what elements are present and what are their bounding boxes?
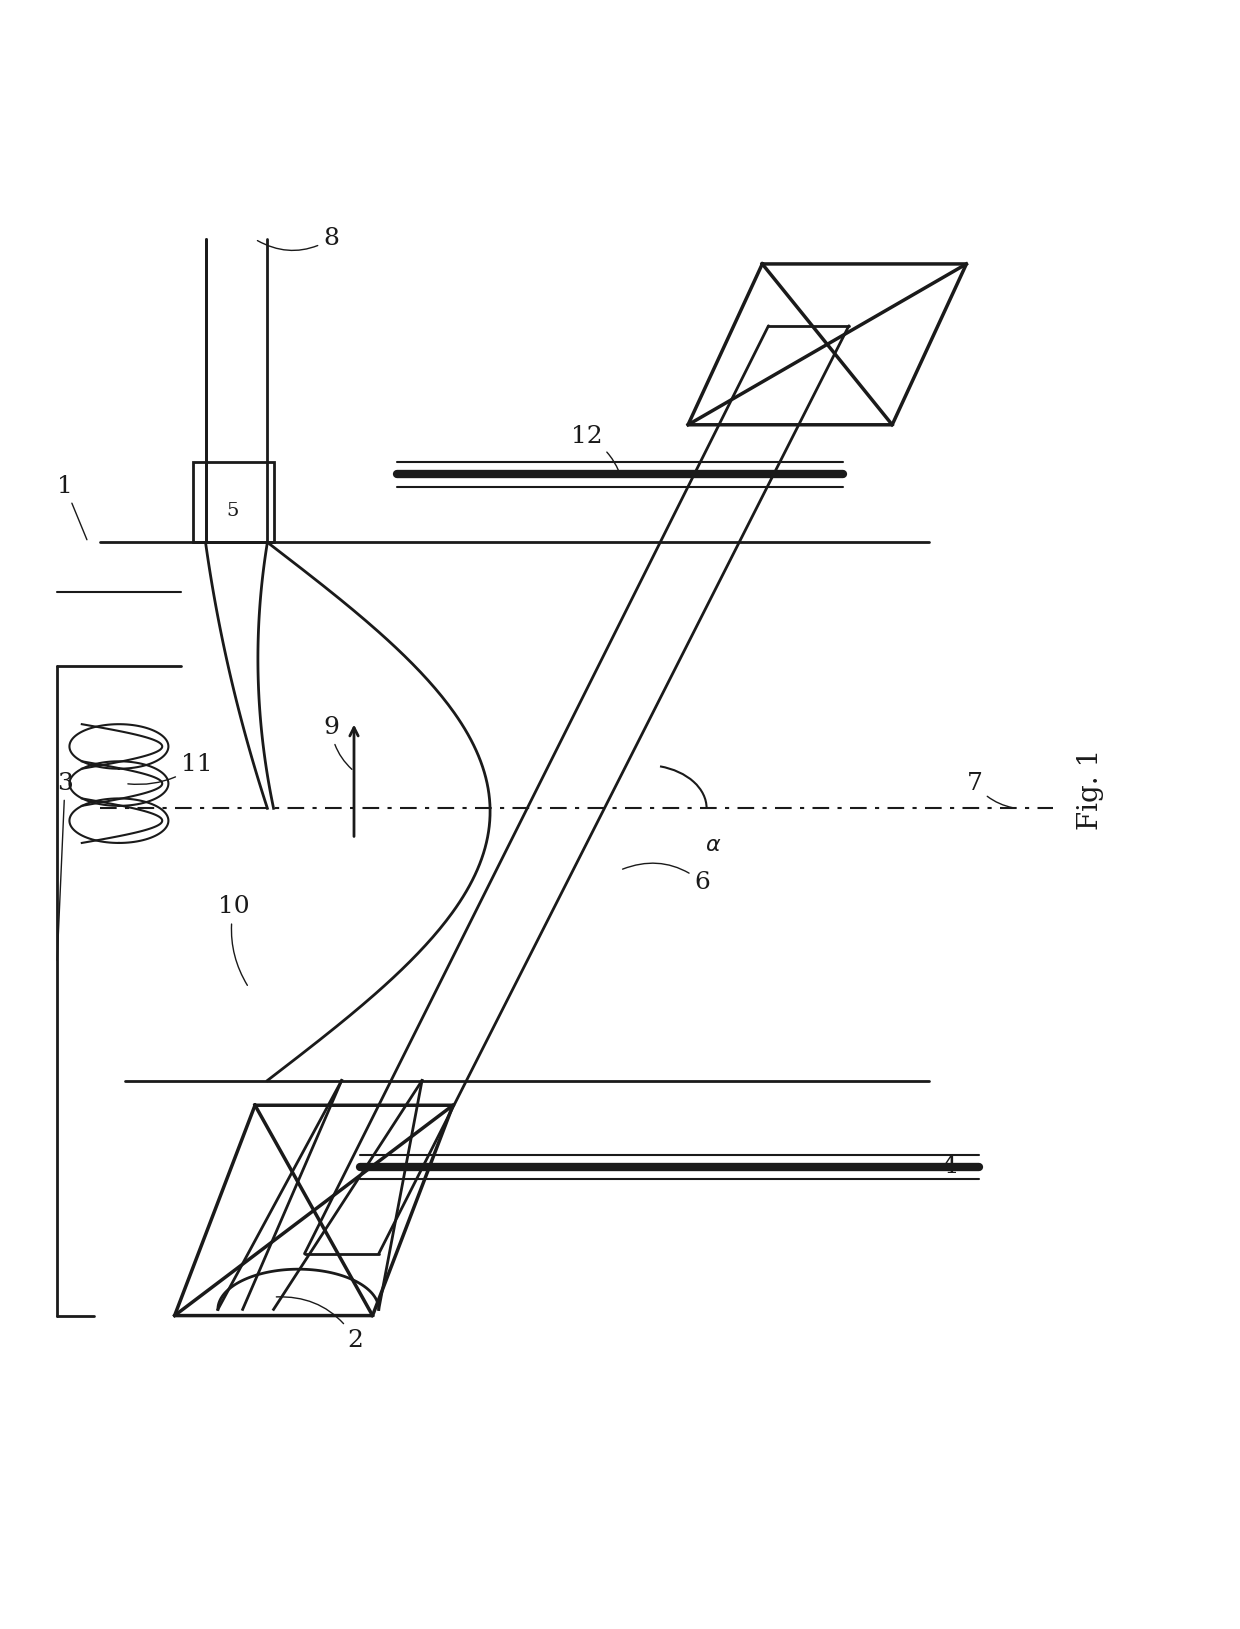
Text: 8: 8 — [258, 228, 339, 251]
Text: 10: 10 — [218, 896, 249, 986]
Text: 12: 12 — [570, 425, 619, 472]
Text: 1: 1 — [57, 474, 87, 539]
Text: $\alpha$: $\alpha$ — [704, 834, 720, 857]
Text: 11: 11 — [128, 753, 212, 785]
Bar — [193, 463, 274, 542]
Text: 7: 7 — [966, 772, 1013, 808]
Text: 3: 3 — [57, 772, 73, 959]
Text: 4: 4 — [895, 1155, 957, 1178]
Text: 6: 6 — [622, 863, 711, 894]
Text: 9: 9 — [324, 717, 352, 769]
Text: 2: 2 — [277, 1297, 363, 1352]
Text: 5: 5 — [227, 502, 239, 520]
Text: Fig. 1: Fig. 1 — [1076, 749, 1104, 831]
